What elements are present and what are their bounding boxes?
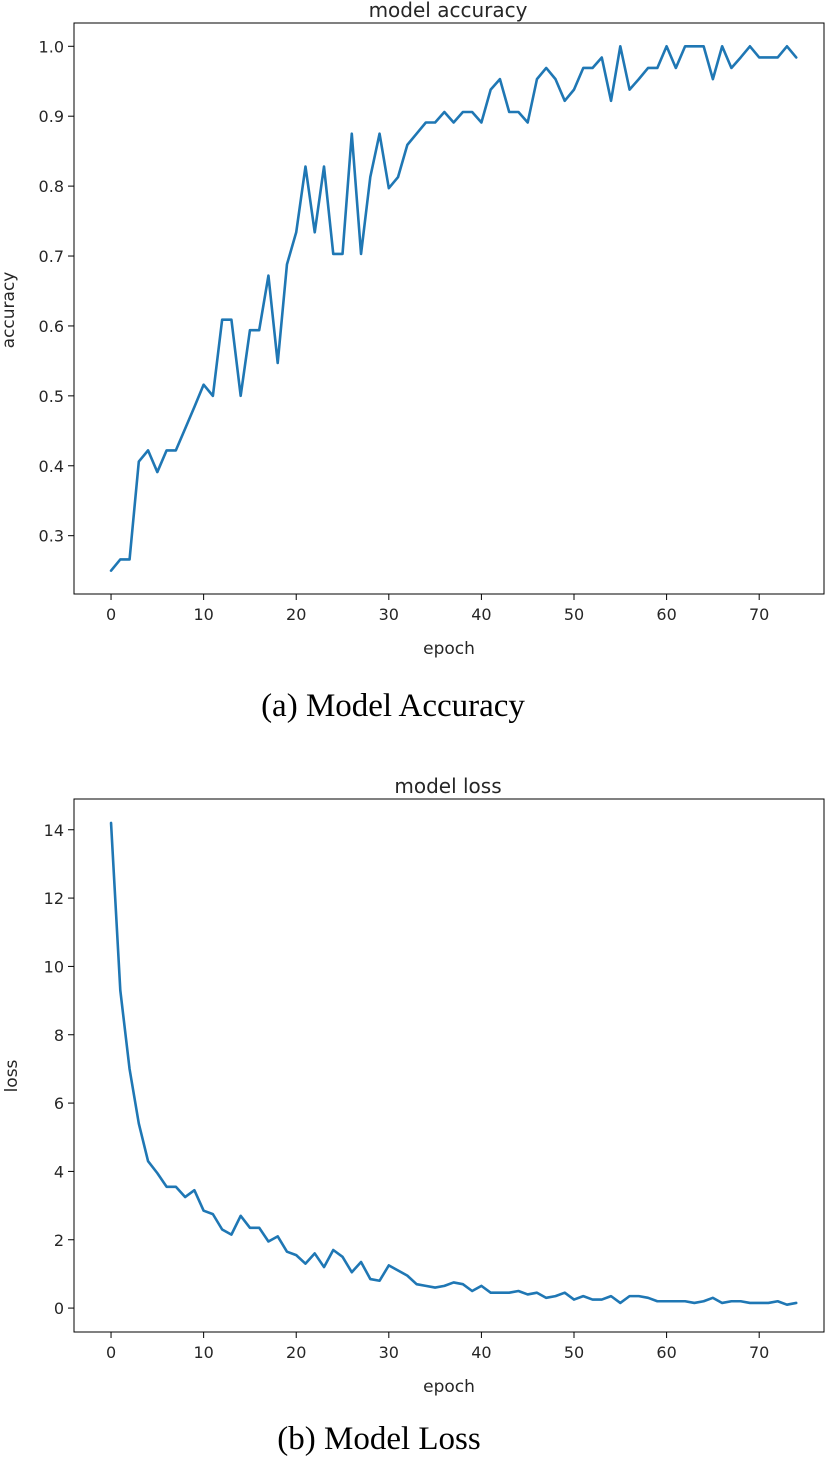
loss-y-tick-label: 0 xyxy=(54,1299,64,1318)
accuracy-caption: (a) Model Accuracy xyxy=(261,688,525,724)
accuracy-y-tick-label: 0.5 xyxy=(39,387,64,406)
accuracy-title: model accuracy xyxy=(369,0,528,22)
accuracy-y-tick-label: 0.3 xyxy=(39,527,64,546)
accuracy-x-tick-label: 30 xyxy=(379,605,399,624)
loss-panel: model loss 0 2 4 6 8 10 12 14 0 10 20 30 40 50 60 70 e… xyxy=(2,774,825,1457)
loss-line xyxy=(109,821,798,1306)
loss-y-ticks: 0 2 4 6 8 10 12 14 xyxy=(44,821,74,1318)
accuracy-x-tick-label: 10 xyxy=(193,605,213,624)
accuracy-x-tick-label: 40 xyxy=(471,605,491,624)
loss-x-tick-label: 10 xyxy=(193,1343,213,1362)
accuracy-y-tick-label: 0.7 xyxy=(39,247,64,266)
accuracy-panel: model accuracy 0.30.40.50.60.70.80.91.0 … xyxy=(0,0,825,724)
loss-x-tick-label: 60 xyxy=(656,1343,676,1362)
loss-x-tick-label: 0 xyxy=(106,1343,116,1362)
loss-x-ticks: 0 10 20 30 40 50 60 70 xyxy=(106,1332,769,1362)
accuracy-x-label: epoch xyxy=(423,639,475,659)
loss-x-tick-label: 20 xyxy=(286,1343,306,1362)
loss-y-tick-label: 10 xyxy=(44,957,64,976)
accuracy-x-ticks: 0 10 20 30 40 50 60 70 xyxy=(106,594,769,624)
loss-x-label: epoch xyxy=(423,1377,475,1397)
loss-plot-frame xyxy=(73,798,825,1333)
loss-caption: (b) Model Loss xyxy=(277,1421,480,1457)
accuracy-x-tick-label: 70 xyxy=(749,605,769,624)
accuracy-y-tick-label: 0.6 xyxy=(39,317,64,336)
accuracy-plot-frame xyxy=(73,22,825,595)
accuracy-y-label: accuracy xyxy=(0,272,19,349)
accuracy-y-tick-label: 0.8 xyxy=(39,177,64,196)
loss-y-tick-label: 2 xyxy=(54,1231,64,1250)
loss-title: model loss xyxy=(394,774,501,798)
loss-y-tick-label: 8 xyxy=(54,1026,64,1045)
accuracy-x-tick-label: 20 xyxy=(286,605,306,624)
loss-y-tick-label: 4 xyxy=(54,1162,64,1181)
accuracy-y-tick-label: 0.4 xyxy=(39,457,64,476)
loss-x-tick-label: 40 xyxy=(471,1343,491,1362)
accuracy-x-tick-label: 50 xyxy=(564,605,584,624)
accuracy-x-tick-label: 60 xyxy=(656,605,676,624)
loss-x-tick-label: 50 xyxy=(564,1343,584,1362)
accuracy-y-tick-label: 0.9 xyxy=(39,107,64,126)
loss-x-tick-label: 70 xyxy=(749,1343,769,1362)
loss-y-tick-label: 6 xyxy=(54,1094,64,1113)
loss-y-tick-label: 14 xyxy=(44,821,64,840)
loss-y-tick-label: 12 xyxy=(44,889,64,908)
accuracy-x-tick-label: 0 xyxy=(106,605,116,624)
accuracy-y-ticks: 0.3 0.4 0.5 0.6 0.7 0.8 0.9 1.0 xyxy=(39,37,74,546)
accuracy-line xyxy=(109,44,798,572)
loss-y-label: loss xyxy=(2,1059,22,1092)
accuracy-y-tick-label: 1.0 xyxy=(39,37,64,56)
loss-x-tick-label: 30 xyxy=(379,1343,399,1362)
